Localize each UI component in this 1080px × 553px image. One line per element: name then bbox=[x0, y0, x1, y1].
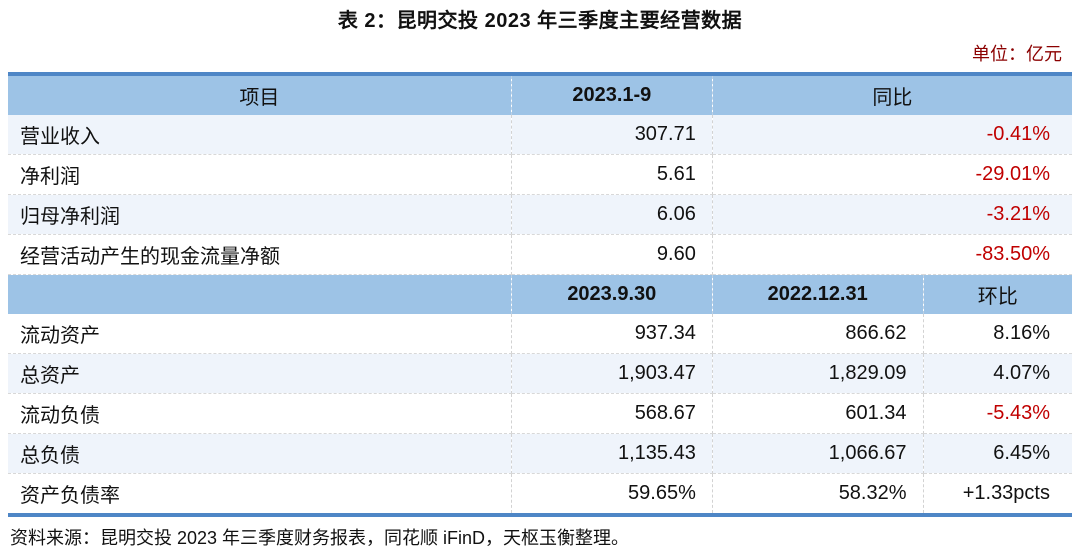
current-value: 1,135.43 bbox=[511, 433, 713, 474]
financial-table: 项目 2023.1-9 同比 营业收入 307.71 -0.41% 净利润 5.… bbox=[8, 72, 1072, 517]
unit-label: 单位：亿元 bbox=[972, 44, 1062, 64]
metric-label: 流动资产 bbox=[8, 314, 512, 354]
table-row-current-assets: 流动资产 937.34 866.62 8.16% bbox=[8, 314, 1072, 354]
metric-value: 5.61 bbox=[511, 154, 713, 195]
yoy-value: -29.01% bbox=[712, 154, 1072, 195]
metric-label: 经营活动产生的现金流量净额 bbox=[8, 234, 512, 275]
current-value: 59.65% bbox=[511, 473, 713, 515]
header-cell-empty bbox=[8, 274, 512, 314]
table-row-debt-ratio: 资产负债率 59.65% 58.32% +1.33pcts bbox=[8, 473, 1072, 515]
prior-value: 1,066.67 bbox=[712, 433, 924, 474]
current-value: 1,903.47 bbox=[511, 353, 713, 394]
table-row-current-liabilities: 流动负债 568.67 601.34 -5.43% bbox=[8, 393, 1072, 434]
header-cell-yoy: 同比 bbox=[712, 74, 1072, 115]
current-value: 937.34 bbox=[511, 314, 713, 354]
table-row-operating-cash-flow: 经营活动产生的现金流量净额 9.60 -83.50% bbox=[8, 234, 1072, 275]
qoq-value: +1.33pcts bbox=[962, 482, 1050, 504]
metric-value: 9.60 bbox=[511, 234, 713, 275]
table-row-total-liabilities: 总负债 1,135.43 1,066.67 6.45% bbox=[8, 433, 1072, 474]
qoq-value: -5.43% bbox=[923, 393, 1072, 434]
page-title: 表 2：昆明交投 2023 年三季度主要经营数据 bbox=[337, 10, 743, 32]
prior-value: 58.32% bbox=[712, 473, 924, 515]
metric-value: 6.06 bbox=[511, 194, 713, 235]
prior-value: 866.62 bbox=[712, 314, 924, 354]
current-value: 568.67 bbox=[511, 393, 713, 434]
metric-label: 归母净利润 bbox=[8, 194, 512, 235]
qoq-value: 8.16% bbox=[923, 314, 1072, 354]
header-cell-2023-9-30: 2023.9.30 bbox=[511, 274, 713, 314]
table-row-revenue: 营业收入 307.71 -0.41% bbox=[8, 115, 1072, 155]
metric-value: 307.71 bbox=[511, 115, 713, 155]
metric-label: 总资产 bbox=[8, 353, 512, 394]
table-row-net-profit: 净利润 5.61 -29.01% bbox=[8, 154, 1072, 195]
yoy-value: -0.41% bbox=[712, 115, 1072, 155]
metric-label: 营业收入 bbox=[8, 115, 512, 155]
metric-label: 总负债 bbox=[8, 433, 512, 474]
metric-label: 资产负债率 bbox=[8, 473, 512, 515]
yoy-value: -3.21% bbox=[712, 194, 1072, 235]
table-header-flow: 项目 2023.1-9 同比 bbox=[8, 74, 1072, 115]
source-note: 资料来源：昆明交投 2023 年三季度财务报表，同花顺 iFinD，天枢玉衡整理… bbox=[10, 528, 630, 548]
header-cell-period-2023-1-9: 2023.1-9 bbox=[511, 74, 713, 115]
table-row-total-assets: 总资产 1,903.47 1,829.09 4.07% bbox=[8, 353, 1072, 394]
metric-label: 流动负债 bbox=[8, 393, 512, 434]
prior-value: 601.34 bbox=[712, 393, 924, 434]
header-cell-item: 项目 bbox=[8, 74, 512, 115]
metric-label: 净利润 bbox=[8, 154, 512, 195]
table-header-balance: 2023.9.30 2022.12.31 环比 bbox=[8, 274, 1072, 314]
header-cell-qoq: 环比 bbox=[923, 274, 1072, 314]
prior-value: 1,829.09 bbox=[712, 353, 924, 394]
header-cell-2022-12-31: 2022.12.31 bbox=[712, 274, 924, 314]
qoq-value: 6.45% bbox=[923, 433, 1072, 474]
yoy-value: -83.50% bbox=[712, 234, 1072, 275]
qoq-value: 4.07% bbox=[923, 353, 1072, 394]
table-row-attributable-profit: 归母净利润 6.06 -3.21% bbox=[8, 194, 1072, 235]
